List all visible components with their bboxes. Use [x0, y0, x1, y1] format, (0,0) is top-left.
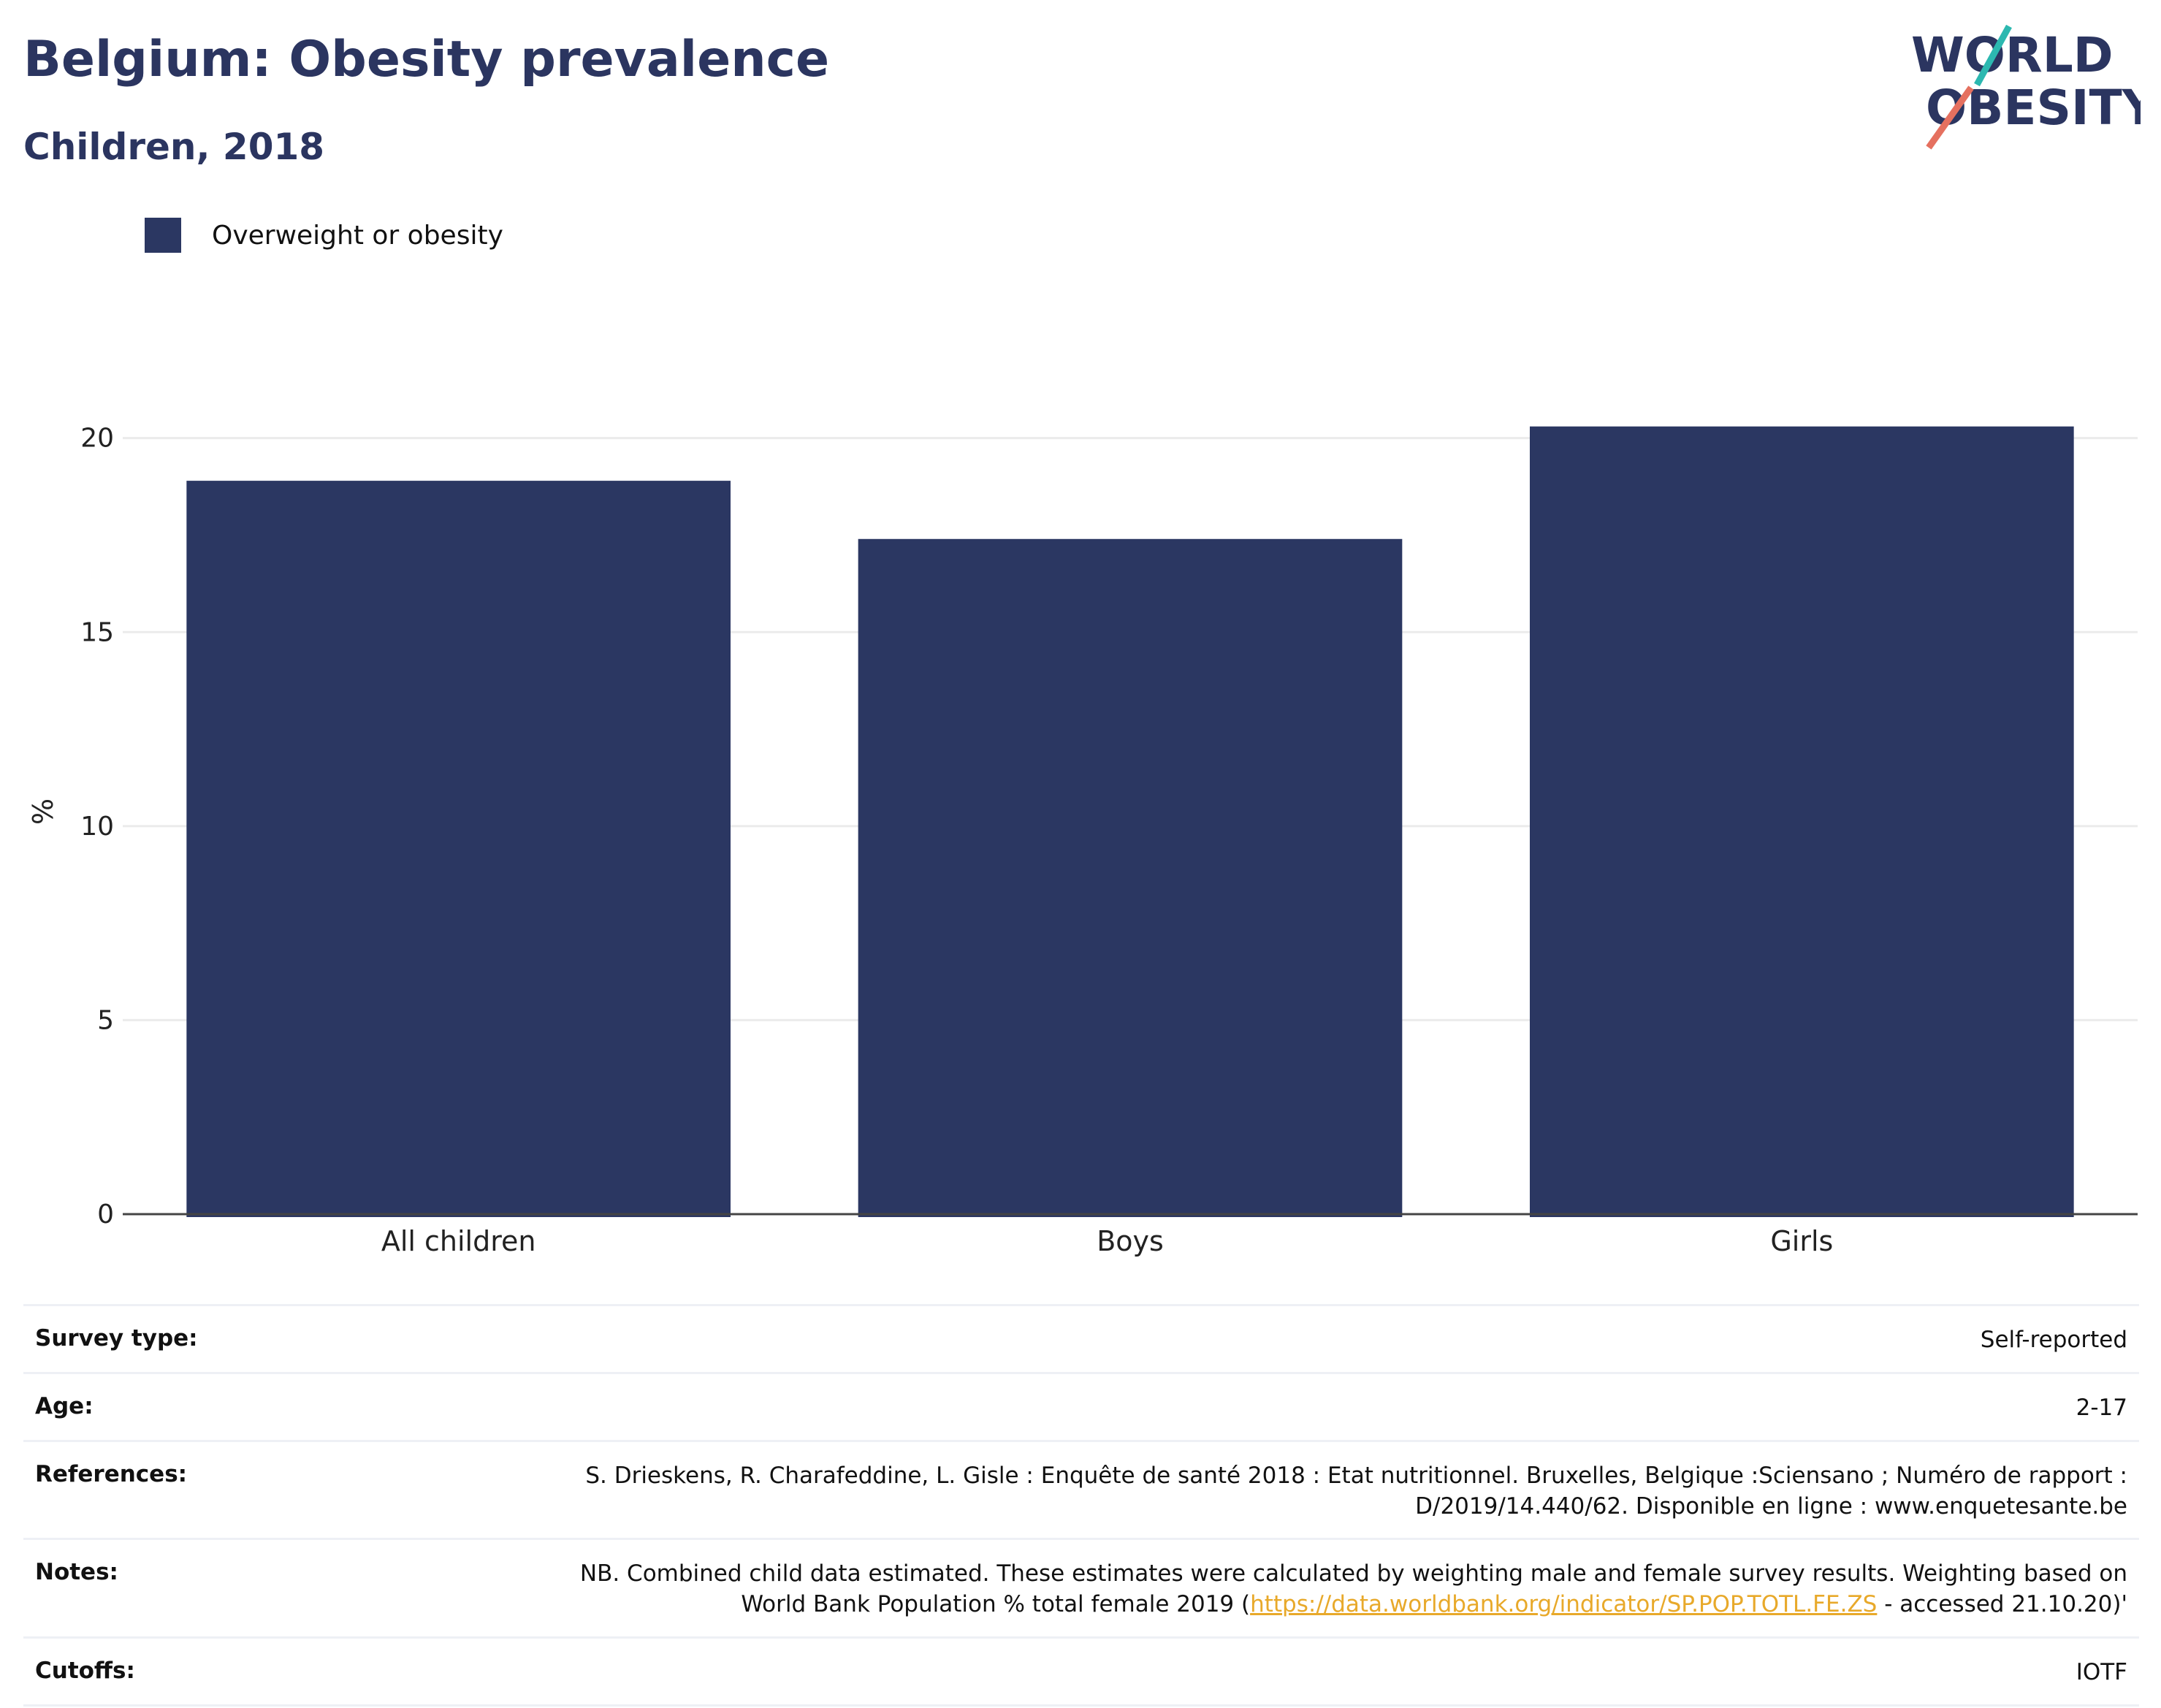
logo-slash-coral: [1926, 85, 1974, 150]
bar: [858, 538, 1403, 1217]
logo-word-world: WORLD: [1911, 27, 2114, 83]
world-obesity-logo: WORLD OBESITY: [1911, 24, 2141, 150]
x-tick-label: Girls: [1770, 1225, 1833, 1257]
meta-value-cutoffs: IOTF: [2076, 1659, 2127, 1686]
meta-value-notes: NB. Combined child data estimated. These…: [580, 1559, 2127, 1620]
references-line-1: S. Drieskens, R. Charafeddine, L. Gisle …: [585, 1462, 2127, 1489]
notes-line-1: NB. Combined child data estimated. These…: [579, 1560, 2127, 1587]
meta-label-cutoffs: Cutoffs:: [35, 1658, 135, 1685]
x-tick-label: All children: [381, 1225, 536, 1257]
meta-row-age: Age: 2-17: [23, 1371, 2139, 1440]
logo-word-obesity: OBESITY: [1926, 80, 2141, 136]
meta-row-notes: Notes: NB. Combined child data estimated…: [23, 1538, 2139, 1636]
meta-label-age: Age:: [35, 1392, 94, 1419]
meta-value-survey-type: Self-reported: [1980, 1327, 2127, 1353]
page-subtitle: Children, 2018: [23, 126, 325, 168]
page-title: Belgium: Obesity prevalence: [23, 31, 830, 88]
meta-label-references: References:: [35, 1460, 188, 1487]
y-tick-label: 20: [80, 424, 114, 454]
legend-swatch: [145, 218, 181, 253]
notes-line-2-post: - accessed 21.10.20)': [1877, 1591, 2127, 1618]
y-axis-title: %: [27, 798, 59, 825]
bar: [1530, 426, 2074, 1218]
y-tick-label: 5: [97, 1005, 114, 1035]
meta-label-survey-type: Survey type:: [35, 1325, 198, 1351]
references-line-2: D/2019/14.440/62. Disponible en ligne : …: [1415, 1492, 2127, 1520]
y-tick-label: 10: [80, 812, 114, 842]
meta-row-cutoffs: Cutoffs: IOTF: [23, 1636, 2139, 1707]
chart-legend: Overweight or obesity: [145, 218, 503, 253]
bar: [186, 481, 731, 1217]
worldbank-link[interactable]: https://data.worldbank.org/indicator/SP.…: [1250, 1591, 1878, 1618]
y-tick-label: 15: [80, 617, 114, 647]
x-tick-label: Boys: [1097, 1225, 1164, 1257]
y-tick-label: 0: [97, 1200, 114, 1229]
legend-label: Overweight or obesity: [212, 220, 503, 251]
notes-line-2-pre: World Bank Population % total female 201…: [741, 1591, 1251, 1618]
metadata-table: Survey type: Self-reported Age: 2-17 Ref…: [23, 1304, 2139, 1707]
logo-slash-teal: [1974, 24, 2012, 87]
meta-value-references: S. Drieskens, R. Charafeddine, L. Gisle …: [585, 1461, 2127, 1522]
bar-chart: 0 5 10 15 20 All children Boys Girls%: [27, 424, 2138, 1257]
meta-label-notes: Notes:: [35, 1559, 118, 1586]
meta-row-survey-type: Survey type: Self-reported: [23, 1304, 2139, 1372]
meta-row-references: References: S. Drieskens, R. Charafeddin…: [23, 1439, 2139, 1539]
meta-value-age: 2-17: [2076, 1394, 2127, 1421]
